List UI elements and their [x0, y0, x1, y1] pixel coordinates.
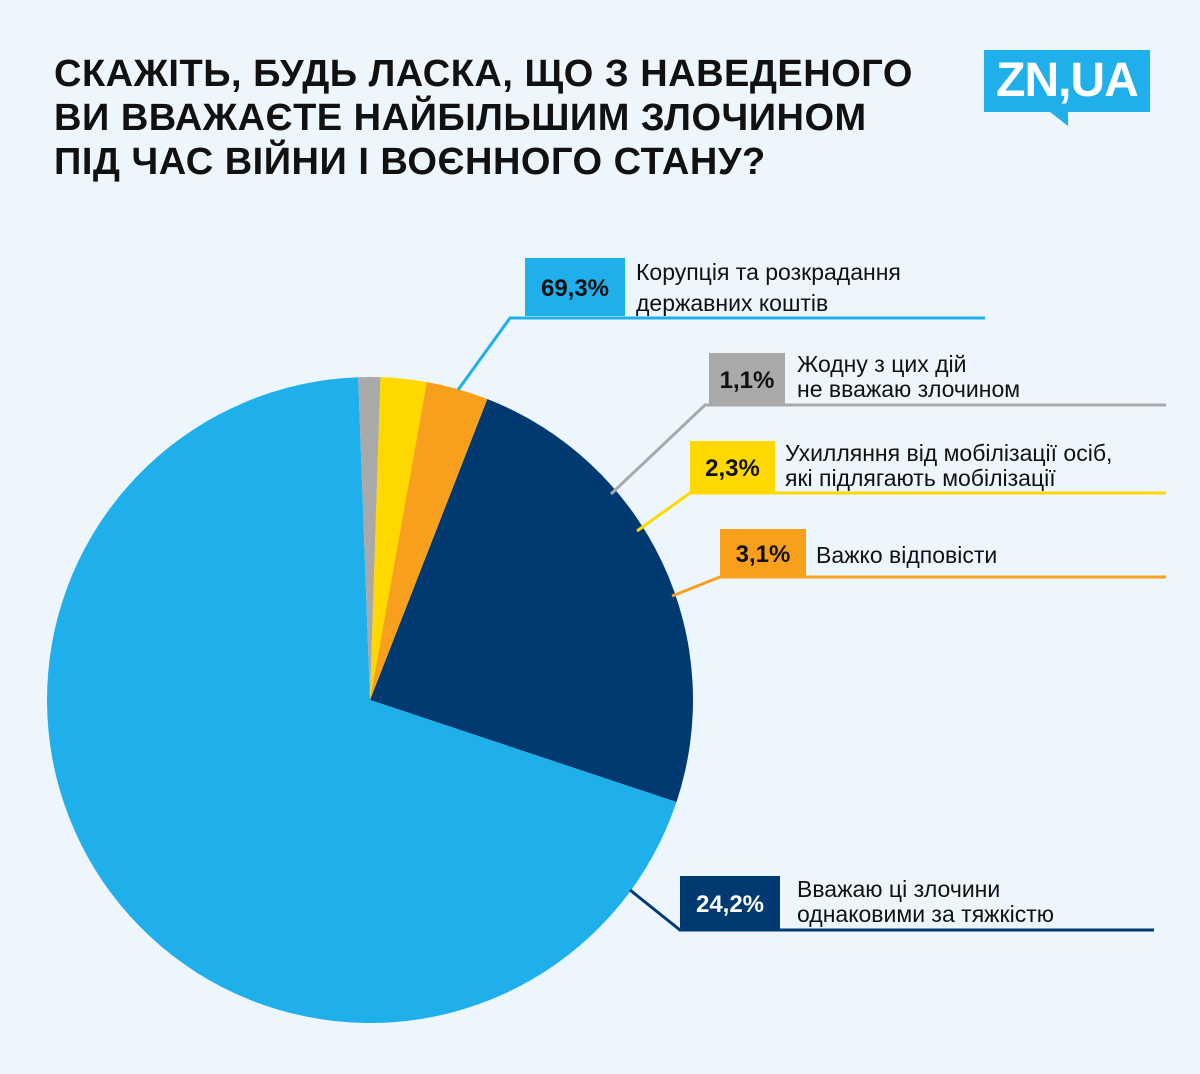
pie-slice-none: [358, 377, 381, 700]
logo-speech-tail: [1050, 112, 1068, 126]
pie-slice-equal: [370, 399, 693, 803]
category-label-none: Жодну з цих дій: [797, 351, 967, 377]
leader-line-evasion: [636, 491, 1166, 533]
logo-text: ZN,UA: [996, 54, 1139, 107]
pie-slice-evasion: [370, 377, 427, 700]
zn-ua-logo: ZN,UA: [984, 50, 1150, 126]
value-box-corruption: [525, 258, 625, 316]
title-line: ПІД ЧАС ВІЙНИ І ВОЄННОГО СТАНУ?: [54, 141, 766, 183]
leader-line-corruption: [456, 316, 985, 391]
category-label-corruption: державних коштів: [636, 290, 828, 316]
category-label-equal: однаковими за тяжкістю: [797, 901, 1054, 927]
pie-slice-hard: [370, 382, 488, 700]
category-label-hard: Важко відповісти: [816, 542, 997, 568]
category-label-evasion: які підлягають мобілізації: [785, 465, 1056, 491]
value-box-none: [709, 353, 785, 405]
value-label-none: 1,1%: [720, 367, 775, 394]
page-title: СКАЖІТЬ, БУДЬ ЛАСКА, ЩО З НАВЕДЕНОГО ВИ …: [54, 52, 934, 184]
category-label-corruption: Корупція та розкрадання: [636, 259, 901, 285]
value-box-equal: [680, 876, 780, 930]
pie-slices: [46, 377, 693, 1024]
value-label-evasion: 2,3%: [705, 455, 760, 482]
value-label-corruption: 69,3%: [541, 275, 609, 302]
category-label-equal: Вважаю ці злочини: [797, 876, 1000, 902]
value-box-hard: [720, 529, 806, 577]
value-label-equal: 24,2%: [696, 891, 764, 918]
value-label-hard: 3,1%: [736, 541, 791, 568]
title-line: СКАЖІТЬ, БУДЬ ЛАСКА, ЩО З НАВЕДЕНОГО: [54, 53, 913, 95]
leader-line-none: [609, 403, 1166, 496]
value-box-evasion: [690, 441, 775, 493]
category-label-none: не вважаю злочином: [797, 376, 1020, 402]
leader-line-hard: [671, 575, 1166, 598]
pie-slice-corruption: [46, 377, 677, 1024]
category-label-evasion: Ухилляння від мобілізації осіб,: [785, 440, 1112, 466]
logo-background: [984, 50, 1150, 112]
title-line: ВИ ВВАЖАЄТЕ НАЙБІЛЬШИМ ЗЛОЧИНОМ: [54, 97, 867, 139]
